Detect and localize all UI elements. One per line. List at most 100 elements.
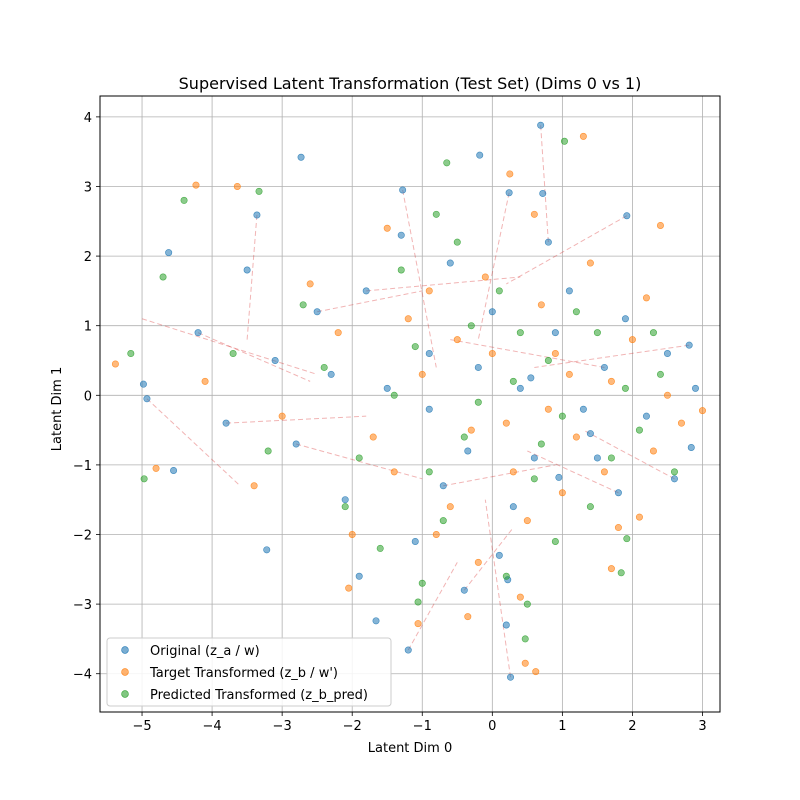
y-tick-label: 4 xyxy=(84,111,92,126)
data-point xyxy=(474,363,482,371)
chart-title: Supervised Latent Transformation (Test S… xyxy=(179,74,642,93)
data-point xyxy=(687,444,695,452)
data-point xyxy=(327,370,335,378)
data-point xyxy=(383,384,391,392)
data-point xyxy=(355,572,363,580)
data-point xyxy=(623,535,631,543)
data-point xyxy=(521,659,529,667)
data-point xyxy=(656,221,664,229)
data-point xyxy=(572,433,580,441)
transformation-arrow xyxy=(534,344,690,368)
data-point xyxy=(446,259,454,267)
data-point xyxy=(348,531,356,539)
data-point xyxy=(663,391,671,399)
data-point xyxy=(165,249,173,257)
data-point xyxy=(127,350,135,358)
data-point xyxy=(143,395,151,403)
data-point xyxy=(425,287,433,295)
legend-label: Target Transformed (z_b / w') xyxy=(149,666,338,681)
data-point xyxy=(539,189,547,197)
transformation-arrow xyxy=(402,189,437,368)
data-point xyxy=(509,468,517,476)
data-point xyxy=(555,473,563,481)
transformation-arrow xyxy=(366,276,521,292)
transformation-arrow xyxy=(226,415,367,424)
data-point xyxy=(607,565,615,573)
data-point xyxy=(341,496,349,504)
data-point xyxy=(411,343,419,351)
data-point xyxy=(446,503,454,511)
legend-marker xyxy=(121,668,129,676)
data-point xyxy=(488,350,496,358)
data-point xyxy=(593,329,601,337)
data-point xyxy=(192,181,200,189)
data-point xyxy=(411,537,419,545)
data-point xyxy=(551,537,559,545)
data-point xyxy=(152,464,160,472)
data-point xyxy=(516,593,524,601)
axis-ticks: −5 −4 −3 −2 −1 0 1 2 3 −4 −3 −2 −1 0 1 2 3 4 xyxy=(73,111,707,734)
transformation-arrow xyxy=(317,290,423,313)
data-point xyxy=(345,584,353,592)
data-point xyxy=(621,315,629,323)
data-point xyxy=(614,524,622,532)
transformation-arrow xyxy=(484,499,512,678)
data-point xyxy=(579,405,587,413)
data-point xyxy=(600,363,608,371)
data-point xyxy=(111,360,119,368)
data-point xyxy=(586,259,594,267)
data-point xyxy=(397,266,405,274)
transformation-arrow xyxy=(246,214,258,340)
data-point xyxy=(502,572,510,580)
data-point xyxy=(635,513,643,521)
data-point xyxy=(551,350,559,358)
x-tick-label: 0 xyxy=(488,719,496,734)
transformation-arrow xyxy=(450,339,605,368)
data-point xyxy=(579,132,587,140)
y-tick-label: 2 xyxy=(84,250,92,265)
data-point xyxy=(355,454,363,462)
data-point xyxy=(527,374,535,382)
data-point xyxy=(607,377,615,385)
data-point xyxy=(369,433,377,441)
data-point xyxy=(334,329,342,337)
y-tick-label: 1 xyxy=(84,320,92,335)
data-point xyxy=(481,273,489,281)
data-point xyxy=(691,384,699,392)
data-point xyxy=(505,189,513,197)
data-point xyxy=(530,210,538,218)
data-point xyxy=(537,440,545,448)
transformation-arrow xyxy=(141,318,318,375)
data-point xyxy=(558,489,566,497)
data-point xyxy=(476,151,484,159)
data-point xyxy=(495,287,503,295)
x-tick-label: 2 xyxy=(628,719,636,734)
data-point xyxy=(565,370,573,378)
data-point xyxy=(460,586,468,594)
y-axis-label: Latent Dim 1 xyxy=(50,367,65,451)
data-point xyxy=(432,210,440,218)
data-point xyxy=(506,170,514,178)
x-tick-label: −4 xyxy=(203,719,222,734)
data-point xyxy=(621,384,629,392)
x-tick-label: −3 xyxy=(273,719,292,734)
y-tick-label: 0 xyxy=(84,389,92,404)
data-point xyxy=(502,419,510,427)
transformation-arrow xyxy=(197,332,311,382)
data-point xyxy=(685,341,693,349)
data-point xyxy=(255,187,263,195)
data-point xyxy=(560,137,568,145)
data-point xyxy=(453,336,461,344)
data-point xyxy=(278,412,286,420)
data-point xyxy=(299,301,307,309)
data-point xyxy=(432,531,440,539)
data-point xyxy=(264,447,272,455)
data-point xyxy=(439,517,447,525)
data-point xyxy=(698,407,706,415)
data-point xyxy=(414,598,422,606)
data-point xyxy=(677,419,685,427)
plot-frame xyxy=(99,95,721,713)
data-point xyxy=(194,329,202,337)
legend-label: Original (z_a / w) xyxy=(150,644,260,659)
data-point xyxy=(139,380,147,388)
